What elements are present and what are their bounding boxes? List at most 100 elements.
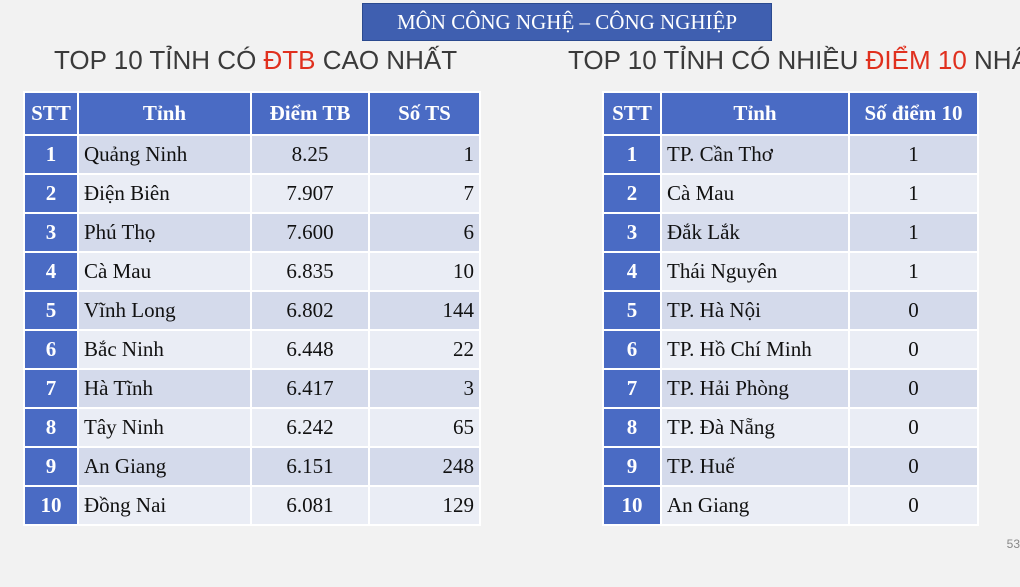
cell-province: Thái Nguyên xyxy=(660,251,850,292)
table-row: 10 An Giang 0 xyxy=(602,485,979,526)
page-number: 53 xyxy=(1006,537,1020,551)
cell-candidates: 7 xyxy=(368,173,481,214)
heading-right-pre: TOP 10 TỈNH CÓ NHIỀU xyxy=(568,45,866,75)
cell-candidates: 144 xyxy=(368,290,481,331)
cell-province: Cà Mau xyxy=(660,173,850,214)
cell-stt: 9 xyxy=(602,446,662,487)
table-row: 6 Bắc Ninh 6.448 22 xyxy=(23,329,481,370)
cell-province: Điện Biên xyxy=(77,173,252,214)
cell-province: TP. Huế xyxy=(660,446,850,487)
cell-perfect-count: 0 xyxy=(848,407,979,448)
cell-perfect-count: 0 xyxy=(848,329,979,370)
heading-right-highlight: ĐIỂM 10 xyxy=(865,45,967,75)
cell-perfect-count: 0 xyxy=(848,290,979,331)
cell-perfect-count: 1 xyxy=(848,134,979,175)
table-row: 7 Hà Tĩnh 6.417 3 xyxy=(23,368,481,409)
subject-banner: MÔN CÔNG NGHỆ – CÔNG NGHIỆP xyxy=(362,3,772,41)
cell-stt: 8 xyxy=(602,407,662,448)
cell-stt: 8 xyxy=(23,407,79,448)
heading-left-post: CAO NHẤT xyxy=(315,45,458,75)
column-header-stt: STT xyxy=(23,91,79,136)
column-header-average-score: Điểm TB xyxy=(250,91,370,136)
cell-candidates: 1 xyxy=(368,134,481,175)
cell-stt: 6 xyxy=(602,329,662,370)
table-row: 7 TP. Hải Phòng 0 xyxy=(602,368,979,409)
table-row: 4 Cà Mau 6.835 10 xyxy=(23,251,481,292)
cell-province: An Giang xyxy=(77,446,252,487)
cell-province: An Giang xyxy=(660,485,850,526)
cell-stt: 10 xyxy=(602,485,662,526)
heading-left-pre: TOP 10 TỈNH CÓ xyxy=(54,45,264,75)
cell-stt: 5 xyxy=(602,290,662,331)
column-header-candidates: Số TS xyxy=(368,91,481,136)
cell-stt: 2 xyxy=(23,173,79,214)
column-header-perfect-count: Số điểm 10 xyxy=(848,91,979,136)
cell-province: TP. Đà Nẵng xyxy=(660,407,850,448)
cell-stt: 5 xyxy=(23,290,79,331)
cell-perfect-count: 1 xyxy=(848,212,979,253)
cell-province: Tây Ninh xyxy=(77,407,252,448)
cell-province: TP. Hà Nội xyxy=(660,290,850,331)
cell-stt: 4 xyxy=(602,251,662,292)
table-row: 9 TP. Huế 0 xyxy=(602,446,979,487)
table-row: 5 Vĩnh Long 6.802 144 xyxy=(23,290,481,331)
table-row: 9 An Giang 6.151 248 xyxy=(23,446,481,487)
cell-candidates: 65 xyxy=(368,407,481,448)
cell-perfect-count: 0 xyxy=(848,446,979,487)
cell-average-score: 6.448 xyxy=(250,329,370,370)
table-row: 3 Đắk Lắk 1 xyxy=(602,212,979,253)
cell-average-score: 6.242 xyxy=(250,407,370,448)
heading-top-perfect-scores: TOP 10 TỈNH CÓ NHIỀU ĐIỂM 10 NHẤT xyxy=(568,44,1020,76)
cell-stt: 2 xyxy=(602,173,662,214)
cell-perfect-count: 1 xyxy=(848,251,979,292)
cell-average-score: 8.25 xyxy=(250,134,370,175)
cell-perfect-count: 1 xyxy=(848,173,979,214)
cell-average-score: 7.600 xyxy=(250,212,370,253)
cell-stt: 7 xyxy=(602,368,662,409)
cell-province: Phú Thọ xyxy=(77,212,252,253)
cell-average-score: 6.802 xyxy=(250,290,370,331)
heading-right-post: NHẤT xyxy=(974,45,1020,75)
table-row: 2 Điện Biên 7.907 7 xyxy=(23,173,481,214)
cell-province: Quảng Ninh xyxy=(77,134,252,175)
cell-stt: 4 xyxy=(23,251,79,292)
table-row: 5 TP. Hà Nội 0 xyxy=(602,290,979,331)
cell-stt: 1 xyxy=(23,134,79,175)
column-header-province: Tỉnh xyxy=(77,91,252,136)
cell-stt: 10 xyxy=(23,485,79,526)
cell-province: Đồng Nai xyxy=(77,485,252,526)
table-row: 1 Quảng Ninh 8.25 1 xyxy=(23,134,481,175)
cell-candidates: 6 xyxy=(368,212,481,253)
cell-province: Đắk Lắk xyxy=(660,212,850,253)
table-top-perfect-scores: STT Tỉnh Số điểm 10 1 TP. Cần Thơ 1 2 Cà Mau… xyxy=(602,91,979,526)
heading-top-average: TOP 10 TỈNH CÓ ĐTB CAO NHẤT xyxy=(54,44,457,76)
cell-province: TP. Cần Thơ xyxy=(660,134,850,175)
table-header-row: STT Tỉnh Số điểm 10 xyxy=(602,91,979,136)
cell-province: Bắc Ninh xyxy=(77,329,252,370)
cell-average-score: 6.835 xyxy=(250,251,370,292)
cell-stt: 6 xyxy=(23,329,79,370)
cell-stt: 7 xyxy=(23,368,79,409)
cell-province: Vĩnh Long xyxy=(77,290,252,331)
table-row: 4 Thái Nguyên 1 xyxy=(602,251,979,292)
cell-perfect-count: 0 xyxy=(848,368,979,409)
column-header-province: Tỉnh xyxy=(660,91,850,136)
cell-province: TP. Hải Phòng xyxy=(660,368,850,409)
table-header-row: STT Tỉnh Điểm TB Số TS xyxy=(23,91,481,136)
cell-average-score: 6.417 xyxy=(250,368,370,409)
cell-stt: 3 xyxy=(602,212,662,253)
cell-average-score: 6.081 xyxy=(250,485,370,526)
table-row: 1 TP. Cần Thơ 1 xyxy=(602,134,979,175)
cell-province: Cà Mau xyxy=(77,251,252,292)
cell-candidates: 248 xyxy=(368,446,481,487)
table-row: 8 TP. Đà Nẵng 0 xyxy=(602,407,979,448)
heading-left-highlight: ĐTB xyxy=(263,45,316,75)
cell-candidates: 3 xyxy=(368,368,481,409)
cell-stt: 1 xyxy=(602,134,662,175)
table-row: 3 Phú Thọ 7.600 6 xyxy=(23,212,481,253)
cell-stt: 9 xyxy=(23,446,79,487)
table-row: 6 TP. Hồ Chí Minh 0 xyxy=(602,329,979,370)
cell-candidates: 129 xyxy=(368,485,481,526)
cell-province: TP. Hồ Chí Minh xyxy=(660,329,850,370)
table-row: 8 Tây Ninh 6.242 65 xyxy=(23,407,481,448)
